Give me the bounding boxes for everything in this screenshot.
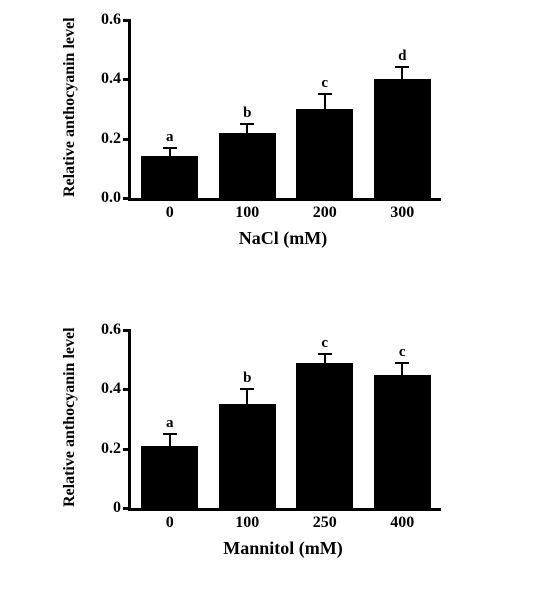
y-tick-label: 0 <box>113 499 131 517</box>
bar <box>374 375 431 509</box>
y-tick-label: 0.6 <box>101 11 131 29</box>
y-tick-label: 0.4 <box>101 380 131 398</box>
x-axis-label: NaCl (mM) <box>128 228 438 249</box>
bar-group: c <box>374 330 431 508</box>
error-bar <box>401 67 403 91</box>
bar-group: a <box>141 20 198 198</box>
error-cap-bottom <box>163 457 177 459</box>
error-cap-bottom <box>395 90 409 92</box>
x-tick-label: 0 <box>166 508 174 532</box>
panel-mannitol: 00.20.40.6a0b100c250c400Relative anthocy… <box>128 330 438 508</box>
error-cap-bottom <box>163 164 177 166</box>
y-tick-label: 0.0 <box>101 189 131 207</box>
x-axis-label: Mannitol (mM) <box>128 538 438 559</box>
error-cap-top <box>318 93 332 95</box>
error-bar <box>324 94 326 124</box>
bar-group: a <box>141 330 198 508</box>
significance-label: c <box>321 75 328 92</box>
significance-label: a <box>166 129 174 146</box>
figure: 0.00.20.40.6a0b100c200d300Relative antho… <box>0 0 534 605</box>
error-bar <box>246 389 248 419</box>
significance-label: c <box>399 344 406 361</box>
x-tick-label: 300 <box>390 198 414 222</box>
error-cap-bottom <box>395 385 409 387</box>
bar-group: c <box>296 20 353 198</box>
bar <box>374 79 431 198</box>
x-tick-label: 100 <box>235 198 259 222</box>
error-cap-top <box>240 388 254 390</box>
error-cap-top <box>240 123 254 125</box>
error-cap-top <box>163 433 177 435</box>
x-tick-label: 100 <box>235 508 259 532</box>
significance-label: c <box>321 335 328 352</box>
bar <box>296 363 353 508</box>
y-tick-label: 0.6 <box>101 321 131 339</box>
panel-nacl: 0.00.20.40.6a0b100c200d300Relative antho… <box>128 20 438 198</box>
y-tick-label: 0.2 <box>101 440 131 458</box>
error-cap-top <box>163 147 177 149</box>
error-cap-top <box>395 66 409 68</box>
error-bar <box>246 124 248 142</box>
error-cap-top <box>318 353 332 355</box>
error-bar <box>324 354 326 372</box>
bar-group: c <box>296 330 353 508</box>
bar-group: b <box>219 20 276 198</box>
bar-group: d <box>374 20 431 198</box>
y-tick-label: 0.2 <box>101 130 131 148</box>
error-bar <box>169 148 171 166</box>
significance-label: b <box>243 105 251 122</box>
error-cap-bottom <box>240 418 254 420</box>
significance-label: b <box>243 370 251 387</box>
y-tick-label: 0.4 <box>101 70 131 88</box>
y-axis-label: Relative anthocyanin level <box>61 329 79 507</box>
error-cap-top <box>395 362 409 364</box>
y-axis-label: Relative anthocyanin level <box>61 19 79 197</box>
plot-area: 0.00.20.40.6a0b100c200d300 <box>128 20 441 201</box>
error-bar <box>401 363 403 387</box>
bar-group: b <box>219 330 276 508</box>
error-cap-bottom <box>318 123 332 125</box>
x-tick-label: 400 <box>390 508 414 532</box>
x-tick-label: 0 <box>166 198 174 222</box>
error-cap-bottom <box>240 141 254 143</box>
significance-label: d <box>398 48 406 65</box>
significance-label: a <box>166 415 174 432</box>
x-tick-label: 200 <box>313 198 337 222</box>
x-tick-label: 250 <box>313 508 337 532</box>
plot-area: 00.20.40.6a0b100c250c400 <box>128 330 441 511</box>
error-cap-bottom <box>318 371 332 373</box>
error-bar <box>169 434 171 458</box>
